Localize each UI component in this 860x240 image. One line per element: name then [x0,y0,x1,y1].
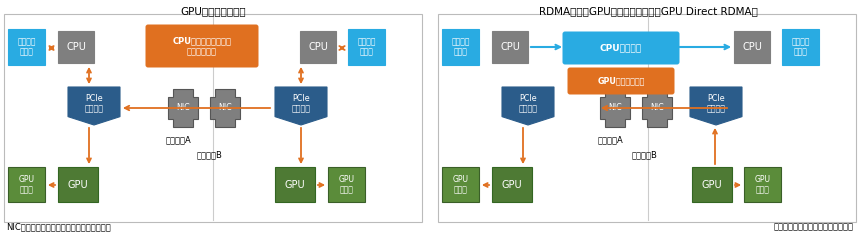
Bar [734,31,770,63]
Polygon shape [502,87,554,125]
Bar [442,167,479,202]
Polygon shape [690,87,742,125]
Text: システム
メモリ: システム メモリ [452,37,470,57]
Bar [782,29,819,65]
Text: PCIe
スイッチ: PCIe スイッチ [292,94,310,113]
Bar [744,167,781,202]
Text: サーバーB: サーバーB [632,150,658,160]
Polygon shape [168,89,198,127]
Bar [692,167,732,202]
Text: 出典：エヌビディア資料を基に作成: 出典：エヌビディア資料を基に作成 [774,222,854,232]
Text: システム
メモリ: システム メモリ [791,37,810,57]
Bar [58,31,94,63]
Bar [492,167,532,202]
Polygon shape [642,89,672,127]
Text: GPU
メモリ: GPU メモリ [339,175,354,194]
Text: NIC: NIC [176,103,190,113]
Text: CPU: CPU [308,42,328,52]
Polygon shape [68,87,120,125]
Bar [275,167,315,202]
Text: PCIe
スイッチ: PCIe スイッチ [84,94,103,113]
Text: GPU: GPU [702,180,722,190]
Text: GPU
メモリ: GPU メモリ [19,175,34,194]
Text: CPU: CPU [66,42,86,52]
Text: システム
メモリ: システム メモリ [17,37,36,57]
Text: システム
メモリ: システム メモリ [357,37,376,57]
Bar [58,167,98,202]
Text: CPU: CPU [742,42,762,52]
Bar [8,29,45,65]
Polygon shape [600,89,630,127]
FancyBboxPatch shape [145,24,259,67]
Polygon shape [210,89,240,127]
Text: GPU: GPU [68,180,89,190]
Bar [438,14,856,222]
Text: サーバーA: サーバーA [165,136,191,144]
Text: GPU間で直接転送: GPU間で直接転送 [598,77,645,85]
Text: サーバーA: サーバーA [597,136,623,144]
Text: CPU: CPU [500,42,520,52]
Text: NIC：ネットワークインターフェースカード: NIC：ネットワークインターフェースカード [6,222,111,232]
Bar [348,29,385,65]
Text: CPU負荷ゼロ: CPU負荷ゼロ [600,43,642,53]
Text: CPU／システムメモリ
を介して転送: CPU／システムメモリ を介して転送 [173,36,231,56]
Bar [300,31,336,63]
FancyBboxPatch shape [562,31,679,65]
Text: PCIe
スイッチ: PCIe スイッチ [519,94,538,113]
Text: GPU間のデータ転送: GPU間のデータ転送 [181,6,246,16]
Text: GPU
メモリ: GPU メモリ [754,175,771,194]
FancyBboxPatch shape [568,67,674,95]
Text: サーバーB: サーバーB [197,150,223,160]
Bar [442,29,479,65]
Text: RDMAによるGPU間のデータ転送（GPU Direct RDMA）: RDMAによるGPU間のデータ転送（GPU Direct RDMA） [538,6,758,16]
Text: NIC: NIC [608,103,622,113]
Text: GPU: GPU [285,180,305,190]
Text: GPU: GPU [501,180,522,190]
Bar [492,31,528,63]
Bar [328,167,365,202]
Text: NIC: NIC [218,103,232,113]
Text: GPU
メモリ: GPU メモリ [452,175,469,194]
Polygon shape [275,87,327,125]
Text: PCIe
スイッチ: PCIe スイッチ [707,94,726,113]
Text: NIC: NIC [650,103,664,113]
Bar [4,14,422,222]
Bar [8,167,45,202]
